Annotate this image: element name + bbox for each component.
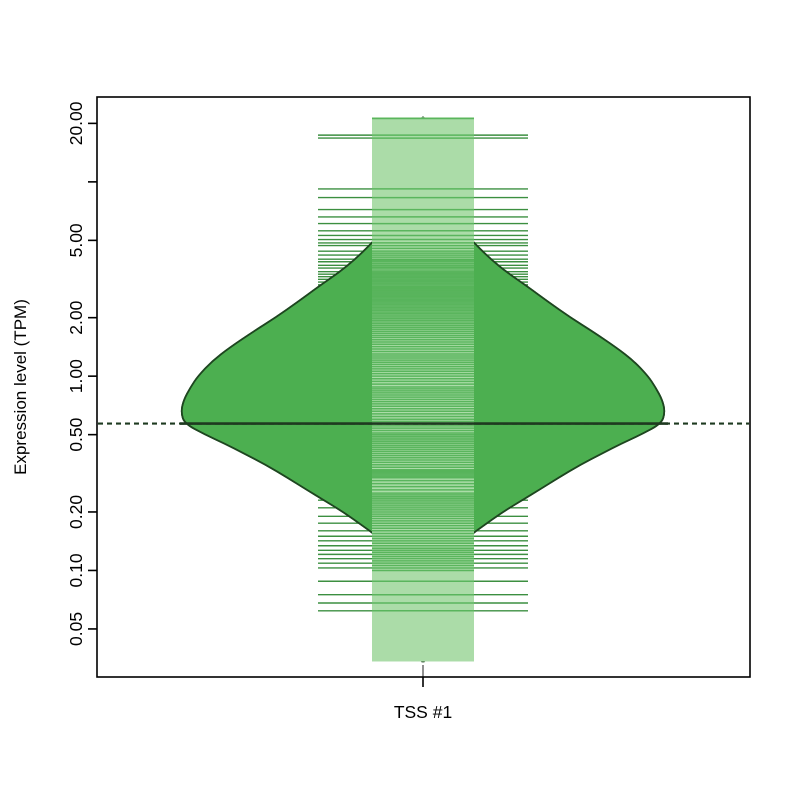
x-axis: TSS #1 xyxy=(394,665,452,722)
y-tick-label: 0.10 xyxy=(66,553,86,587)
y-axis: 20.00 5.00 2.00 1.00 0.50 0.20 0.10 0.05 xyxy=(66,101,97,646)
y-tick-label: 0.05 xyxy=(66,612,86,646)
data-strip xyxy=(372,117,474,662)
y-tick-label: 20.00 xyxy=(66,101,86,145)
y-axis-title: Expression level (TPM) xyxy=(11,299,30,475)
y-tick-label: 1.00 xyxy=(66,359,86,393)
y-tick-label: 0.20 xyxy=(66,495,86,529)
y-tick-label: 2.00 xyxy=(66,300,86,334)
y-tick-label: 5.00 xyxy=(66,223,86,257)
x-tick-label: TSS #1 xyxy=(394,702,452,722)
plot-frame xyxy=(96,96,751,678)
y-tick-label: 0.50 xyxy=(66,417,86,451)
